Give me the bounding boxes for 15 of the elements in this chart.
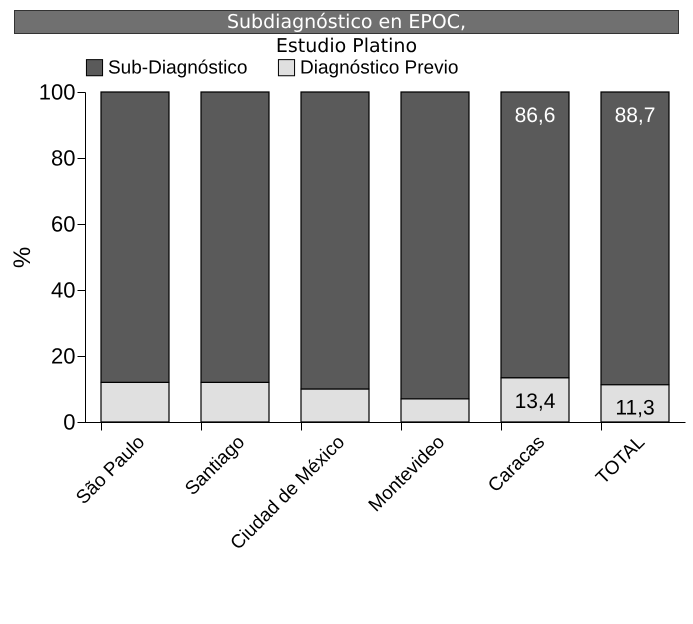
y-tick-label: 40	[51, 278, 76, 302]
y-tick-label: 80	[51, 146, 76, 170]
data-label: 13,4	[514, 390, 556, 413]
y-axis-title: %	[8, 246, 36, 268]
data-label: 11,3	[615, 396, 655, 420]
y-tick-label: 100	[38, 80, 76, 104]
y-tick-label: 0	[63, 410, 76, 434]
legend-label: Sub-Diagnóstico	[108, 58, 248, 79]
y-tick-label: 60	[51, 212, 76, 236]
data-label: 88,7	[614, 104, 656, 127]
y-tick-label: 20	[51, 344, 76, 368]
data-label: 86,6	[514, 104, 556, 127]
chart-title: Subdiagnóstico en EPOC,	[14, 10, 679, 34]
legend-label: Diagnóstico Previo	[300, 58, 458, 79]
chart-subtitle: Estudio Platino	[274, 34, 418, 58]
